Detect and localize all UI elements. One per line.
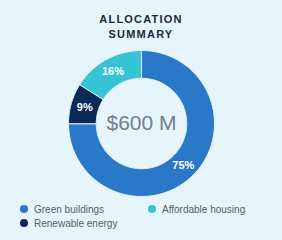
svg-text:9%: 9% [77, 101, 93, 113]
svg-text:16%: 16% [102, 65, 124, 77]
html-text:Renewable energy: Renewable energy [34, 217, 118, 229]
html-text:Green buildings: Green buildings [34, 203, 104, 215]
html-text:Affordable housing: Affordable housing [162, 203, 246, 215]
html-text:ALLOCATION SUMMARY: ALLOCATION SUMMARY [99, 13, 183, 40]
svg-text:$600 M: $600 M [106, 111, 176, 134]
svg-text:75%: 75% [172, 159, 194, 171]
